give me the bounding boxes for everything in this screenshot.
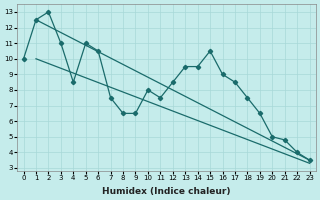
X-axis label: Humidex (Indice chaleur): Humidex (Indice chaleur) (102, 187, 231, 196)
